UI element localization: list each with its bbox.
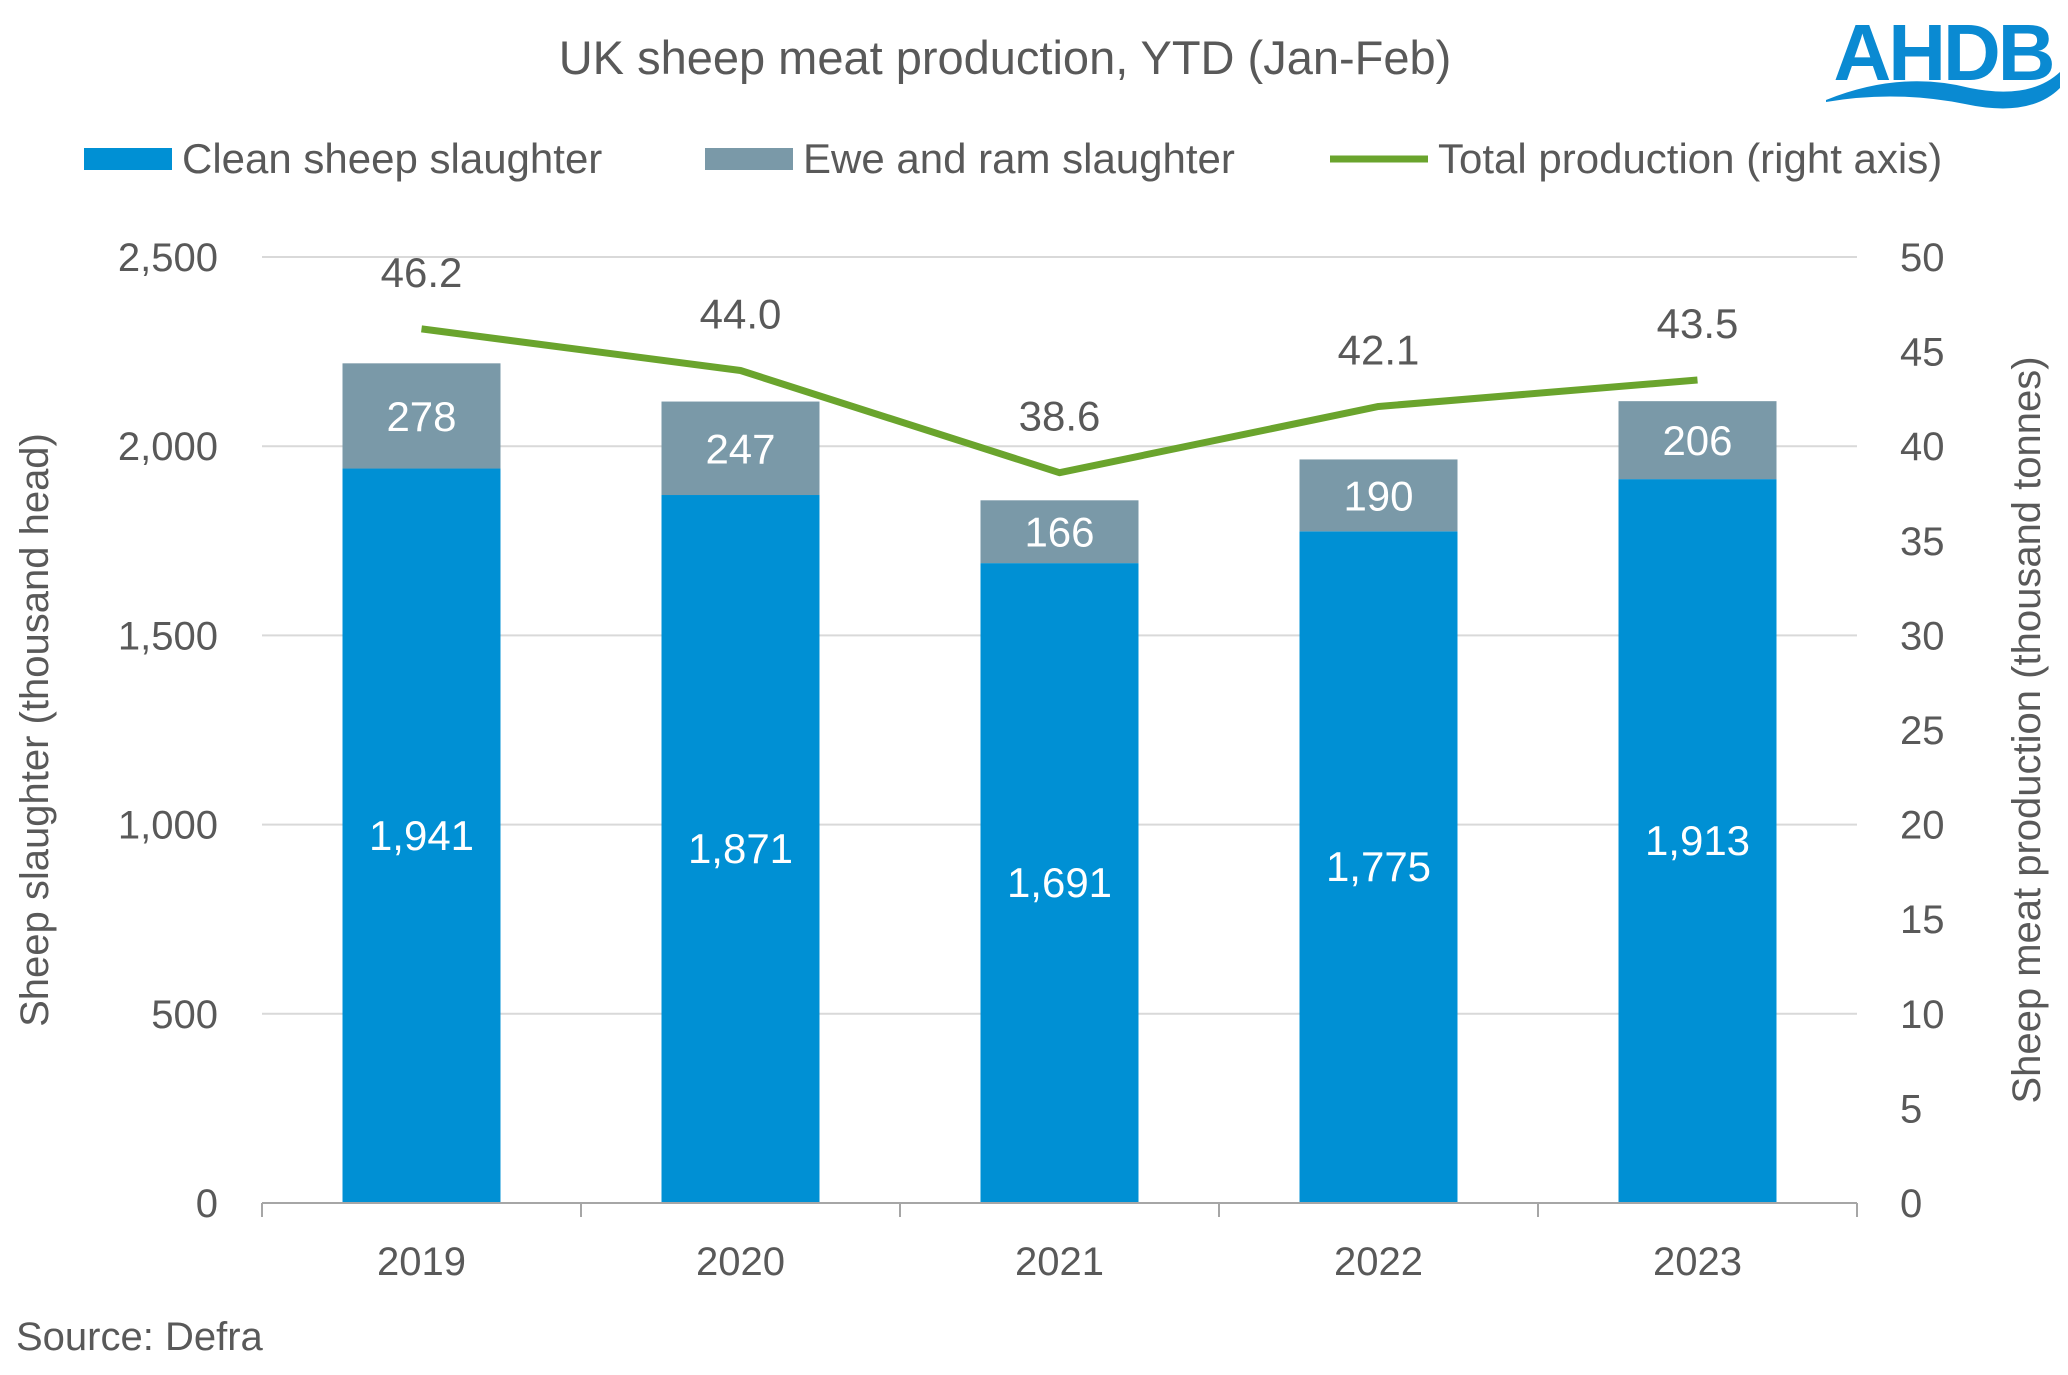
right-tick-label: 5 [1900,1087,1922,1131]
data-label-clean-sheep: 1,691 [1007,859,1112,906]
right-tick-label: 45 [1900,331,1945,375]
x-tick-label: 2021 [1015,1240,1104,1284]
right-tick-label: 15 [1900,898,1945,942]
right-axis-label: Sheep meat production (thousand tonnes) [2005,356,2049,1103]
x-tick-label: 2019 [377,1240,466,1284]
bar-clean-sheep [342,468,501,1203]
data-label-ewe-ram: 247 [705,425,775,472]
left-tick-label: 2,500 [118,236,218,280]
bar-ewe-ram [661,401,820,496]
data-label-ewe-ram: 278 [386,393,456,440]
total-production-line: 46.2 44.0 38.6 42.1 43.5 [381,249,1739,477]
left-tick-label: 500 [151,993,218,1037]
legend-label: Clean sheep slaughter [182,135,602,182]
bar-ewe-ram [980,500,1139,564]
right-tick-label: 0 [1900,1182,1922,1226]
bar-ewe-ram [1618,401,1777,480]
left-tick-label: 2,000 [118,425,218,469]
left-axis-label: Sheep slaughter (thousand head) [13,433,57,1027]
bar-clean-sheep [1618,479,1777,1203]
svg-text:AHDB: AHDB [1833,8,2052,97]
data-label-clean-sheep: 1,941 [369,812,474,859]
data-label-ewe-ram: 190 [1343,472,1413,519]
legend-label: Ewe and ram slaughter [803,135,1235,182]
right-tick-label: 35 [1900,520,1945,564]
right-tick-label: 50 [1900,236,1945,280]
chart-title: UK sheep meat production, YTD (Jan-Feb) [559,31,1452,84]
right-tick-label: 40 [1900,425,1945,469]
data-label-ewe-ram: 166 [1024,509,1094,556]
bars: 1,941 278 1,871 247 1,691 166 1,775 190 1,913 206 [342,363,1777,1203]
bar-clean-sheep [1299,531,1458,1203]
legend-swatch [705,148,793,170]
legend-swatch [84,148,172,170]
data-label-total-production: 46.2 [381,249,463,296]
legend-label: Total production (right axis) [1438,135,1942,182]
data-label-clean-sheep: 1,775 [1326,843,1431,890]
left-tick-label: 0 [196,1182,218,1226]
right-tick-label: 30 [1900,614,1945,658]
right-tick-label: 25 [1900,709,1945,753]
bar-ewe-ram [1299,459,1458,532]
data-label-total-production: 44.0 [700,291,782,338]
left-tick-label: 1,000 [118,804,218,848]
axes: 0 500 1,000 1,500 2,000 2,500 0 5 10 15 20 25 30 35 40… [118,236,1945,1284]
source-note: Source: Defra [16,1315,264,1359]
data-label-ewe-ram: 206 [1662,417,1732,464]
bar-clean-sheep [980,563,1139,1203]
line-path [421,325,1698,477]
x-tick-label: 2022 [1334,1240,1423,1284]
x-tick-label: 2023 [1653,1240,1742,1284]
right-tick-label: 20 [1900,804,1945,848]
data-label-clean-sheep: 1,913 [1645,817,1750,864]
right-tick-label: 10 [1900,993,1945,1037]
bar-clean-sheep [661,495,820,1203]
data-label-total-production: 43.5 [1657,300,1739,347]
data-label-clean-sheep: 1,871 [688,825,793,872]
legend: Clean sheep slaughter Ewe and ram slaught… [84,135,1942,182]
data-label-total-production: 38.6 [1019,393,1101,440]
left-tick-label: 1,500 [118,614,218,658]
data-label-total-production: 42.1 [1338,326,1420,373]
x-tick-label: 2020 [696,1240,785,1284]
ahdb-logo: AHDB [1826,8,2060,109]
bar-ewe-ram [342,363,501,469]
